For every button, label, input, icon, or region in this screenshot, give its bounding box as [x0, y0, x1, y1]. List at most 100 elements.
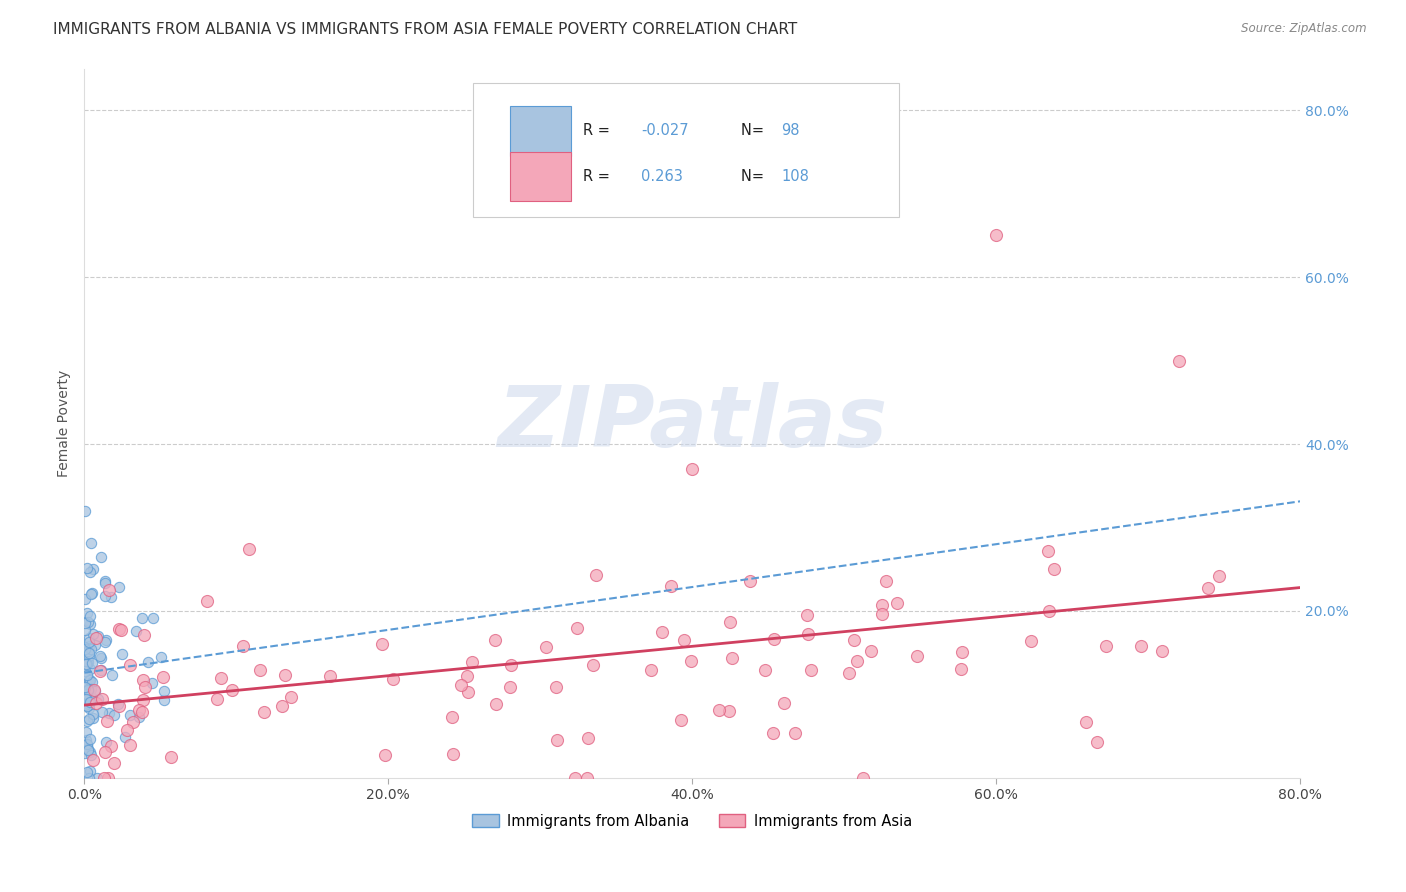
- Point: [681, 462, 703, 476]
- Point: [132, 692, 155, 706]
- Point: [661, 579, 683, 593]
- Text: ZIPatlas: ZIPatlas: [498, 382, 887, 465]
- Point: [79, 682, 101, 697]
- Point: [134, 680, 156, 694]
- Point: [132, 673, 155, 687]
- Point: [128, 703, 150, 717]
- Point: [796, 607, 818, 622]
- Point: [90, 650, 112, 665]
- Point: [1085, 735, 1108, 749]
- Point: [89, 649, 111, 664]
- Point: [91, 705, 114, 719]
- Point: [120, 658, 142, 673]
- Point: [75, 664, 97, 678]
- Point: [77, 701, 100, 715]
- Point: [564, 771, 586, 785]
- Point: [84, 631, 107, 645]
- Point: [484, 632, 506, 647]
- Point: [141, 675, 163, 690]
- Point: [75, 698, 97, 713]
- Point: [1043, 562, 1066, 576]
- Point: [79, 609, 101, 624]
- Point: [319, 669, 342, 683]
- Text: 108: 108: [780, 169, 808, 184]
- FancyBboxPatch shape: [474, 83, 898, 218]
- Point: [93, 771, 115, 785]
- Point: [80, 675, 103, 690]
- Point: [82, 753, 104, 767]
- Point: [94, 574, 117, 589]
- Point: [94, 575, 117, 590]
- Point: [86, 771, 108, 785]
- Legend: Immigrants from Albania, Immigrants from Asia: Immigrants from Albania, Immigrants from…: [467, 808, 918, 834]
- Point: [79, 662, 101, 676]
- Point: [232, 639, 254, 653]
- Point: [681, 654, 703, 668]
- Point: [1038, 544, 1060, 558]
- Point: [75, 692, 97, 706]
- Text: IMMIGRANTS FROM ALBANIA VS IMMIGRANTS FROM ASIA FEMALE POVERTY CORRELATION CHART: IMMIGRANTS FROM ALBANIA VS IMMIGRANTS FR…: [53, 22, 797, 37]
- Point: [80, 536, 103, 550]
- Point: [1021, 634, 1043, 648]
- Point: [73, 641, 96, 656]
- Point: [754, 663, 776, 677]
- Point: [905, 649, 928, 664]
- Text: R =: R =: [583, 169, 619, 184]
- Point: [76, 714, 98, 728]
- Point: [485, 697, 508, 711]
- Point: [763, 632, 786, 647]
- Point: [82, 656, 104, 670]
- Point: [546, 680, 568, 694]
- Point: [77, 684, 100, 698]
- Point: [90, 663, 112, 677]
- Point: [82, 585, 104, 599]
- Point: [100, 591, 122, 605]
- Point: [142, 611, 165, 625]
- Point: [605, 169, 627, 184]
- Point: [441, 709, 464, 723]
- Point: [117, 723, 139, 737]
- Point: [82, 627, 104, 641]
- Point: [77, 673, 100, 688]
- Point: [838, 665, 860, 680]
- Point: [125, 624, 148, 638]
- Point: [120, 707, 142, 722]
- Point: [79, 764, 101, 778]
- Point: [82, 711, 104, 725]
- Point: [80, 748, 103, 763]
- Point: [118, 738, 141, 752]
- Point: [79, 616, 101, 631]
- Point: [273, 668, 295, 682]
- Point: [79, 745, 101, 759]
- Point: [76, 765, 98, 780]
- Point: [89, 664, 111, 678]
- Point: [886, 596, 908, 610]
- Point: [94, 745, 117, 759]
- Point: [738, 574, 761, 589]
- Point: [73, 504, 96, 518]
- Point: [76, 737, 98, 751]
- FancyBboxPatch shape: [510, 152, 571, 202]
- Point: [75, 732, 97, 747]
- Point: [79, 566, 101, 580]
- Point: [536, 640, 558, 654]
- Point: [800, 663, 823, 677]
- Point: [875, 574, 897, 589]
- Point: [461, 655, 484, 669]
- Point: [75, 616, 97, 631]
- Point: [91, 691, 114, 706]
- Point: [84, 696, 107, 710]
- Point: [84, 683, 107, 698]
- Point: [86, 628, 108, 642]
- Text: 98: 98: [780, 123, 800, 138]
- Point: [783, 726, 806, 740]
- Point: [76, 739, 98, 753]
- Point: [76, 743, 98, 757]
- Point: [77, 646, 100, 660]
- Point: [90, 549, 112, 564]
- Point: [846, 654, 869, 668]
- Point: [75, 687, 97, 701]
- Point: [73, 747, 96, 761]
- Point: [96, 771, 118, 785]
- Point: [238, 542, 260, 557]
